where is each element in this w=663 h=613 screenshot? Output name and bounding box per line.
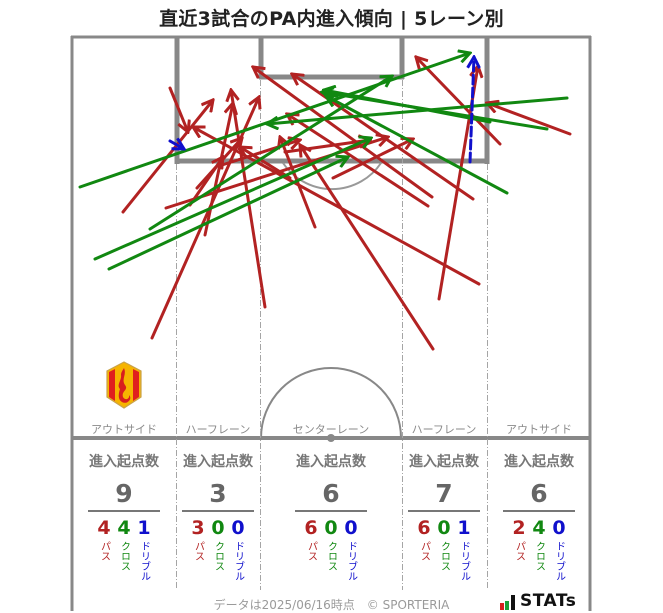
cross-count: 0 (324, 517, 338, 539)
lane-stats-halfspace-right: 進入起点数 7 6 パス 0 クロス 1 ドリブル (394, 452, 494, 581)
logo-bar-red (500, 603, 504, 610)
cross-arrow (78, 53, 470, 189)
stat-total: 6 (322, 479, 340, 508)
dribble-count: 0 (552, 517, 566, 539)
stat-total: 6 (530, 479, 548, 508)
cross-label: クロス (325, 541, 337, 571)
pass-arrow (203, 103, 233, 237)
brand-text: STATs (520, 591, 577, 611)
dribble-count: 1 (457, 517, 471, 539)
cross-label: クロス (118, 541, 130, 571)
lane-stats-center: 進入起点数 6 6 パス 0 クロス 0 ドリブル (281, 452, 381, 581)
pass-arrow (188, 157, 223, 207)
stats-brand-logo: STATs (500, 590, 576, 610)
stat-total: 9 (115, 479, 133, 508)
pass-arrow (193, 127, 481, 286)
footer: データは2025/06/16時点 © SPORTERIA (0, 596, 663, 613)
entry-arrows (78, 53, 572, 351)
lane-label-outside-left: アウトサイド (91, 423, 157, 436)
dribble-label: ドリブル (553, 541, 565, 581)
dribble-label: ドリブル (232, 541, 244, 581)
pass-arrow (231, 90, 267, 309)
logo-bar-green (505, 601, 509, 610)
pass-count: 2 (512, 517, 526, 539)
cross-count: 0 (437, 517, 451, 539)
copyright: © SPORTERIA (366, 598, 450, 612)
dribble-count: 0 (231, 517, 245, 539)
dribble-arrow (470, 57, 474, 164)
stat-label: 進入起点数 (296, 454, 366, 470)
lane-label-halfspace-right: ハーフレーン (411, 423, 477, 436)
cross-count: 4 (117, 517, 131, 539)
stat-label: 進入起点数 (504, 454, 574, 470)
cross-arrow (148, 76, 392, 231)
cross-label: クロス (533, 541, 545, 571)
pass-arrow (240, 147, 292, 180)
stat-label: 進入起点数 (89, 454, 159, 470)
pass-label: パス (513, 541, 525, 561)
pass-count: 3 (191, 517, 205, 539)
cross-label: クロス (212, 541, 224, 571)
pass-arrow (487, 103, 572, 136)
lane-label-halfspace-left: ハーフレーン (185, 423, 251, 436)
cross-count: 4 (532, 517, 546, 539)
pass-count: 6 (417, 517, 431, 539)
pass-label: パス (305, 541, 317, 561)
cross-count: 0 (211, 517, 225, 539)
stat-divider (88, 510, 160, 512)
cross-arrow (267, 96, 569, 124)
pass-label: パス (98, 541, 110, 561)
pass-label: パス (192, 541, 204, 561)
dribble-arrow (168, 141, 184, 149)
pass-arrow (220, 140, 300, 167)
stat-divider (295, 510, 367, 512)
logo-bar-black (511, 595, 515, 610)
stat-label: 進入起点数 (183, 454, 253, 470)
stat-total: 3 (209, 479, 227, 508)
pass-arrow (283, 140, 370, 154)
team-crest-icon (106, 361, 142, 409)
stat-divider (408, 510, 480, 512)
lane-label-outside-right: アウトサイド (506, 423, 572, 436)
dribble-count: 0 (344, 517, 358, 539)
lane-stats-halfspace-left: 進入起点数 3 3 パス 0 クロス 0 ドリブル (168, 452, 268, 581)
pass-arrow (168, 86, 188, 132)
cross-arrow (326, 96, 509, 195)
pass-count: 6 (304, 517, 318, 539)
cross-arrow (324, 90, 492, 124)
lane-label-center: センターレーン (292, 423, 370, 436)
page-title: 直近3試合のPA内進入傾向 | 5レーン別 (159, 8, 504, 30)
stat-total: 7 (435, 479, 453, 508)
lane-stats-outside-left: 進入起点数 9 4 パス 4 クロス 1 ドリブル (74, 452, 174, 581)
pass-count: 4 (97, 517, 111, 539)
dribble-label: ドリブル (138, 541, 150, 581)
cross-arrow (93, 138, 371, 261)
stat-divider (182, 510, 254, 512)
pass-arrow (287, 114, 430, 208)
pass-arrow (253, 67, 434, 199)
cross-arrow (107, 157, 348, 271)
pass-label: パス (418, 541, 430, 561)
data-date: データは2025/06/16時点 (213, 598, 355, 612)
stat-divider (503, 510, 575, 512)
stat-label: 進入起点数 (409, 454, 479, 470)
pass-arrow (416, 57, 502, 146)
dribble-count: 1 (137, 517, 151, 539)
dribble-label: ドリブル (345, 541, 357, 581)
pass-arrow (331, 139, 413, 180)
pass-arrow (300, 145, 435, 351)
dribble-label: ドリブル (458, 541, 470, 581)
lane-stats-outside-right: 進入起点数 6 2 パス 4 クロス 0 ドリブル (489, 452, 589, 581)
cross-label: クロス (438, 541, 450, 571)
